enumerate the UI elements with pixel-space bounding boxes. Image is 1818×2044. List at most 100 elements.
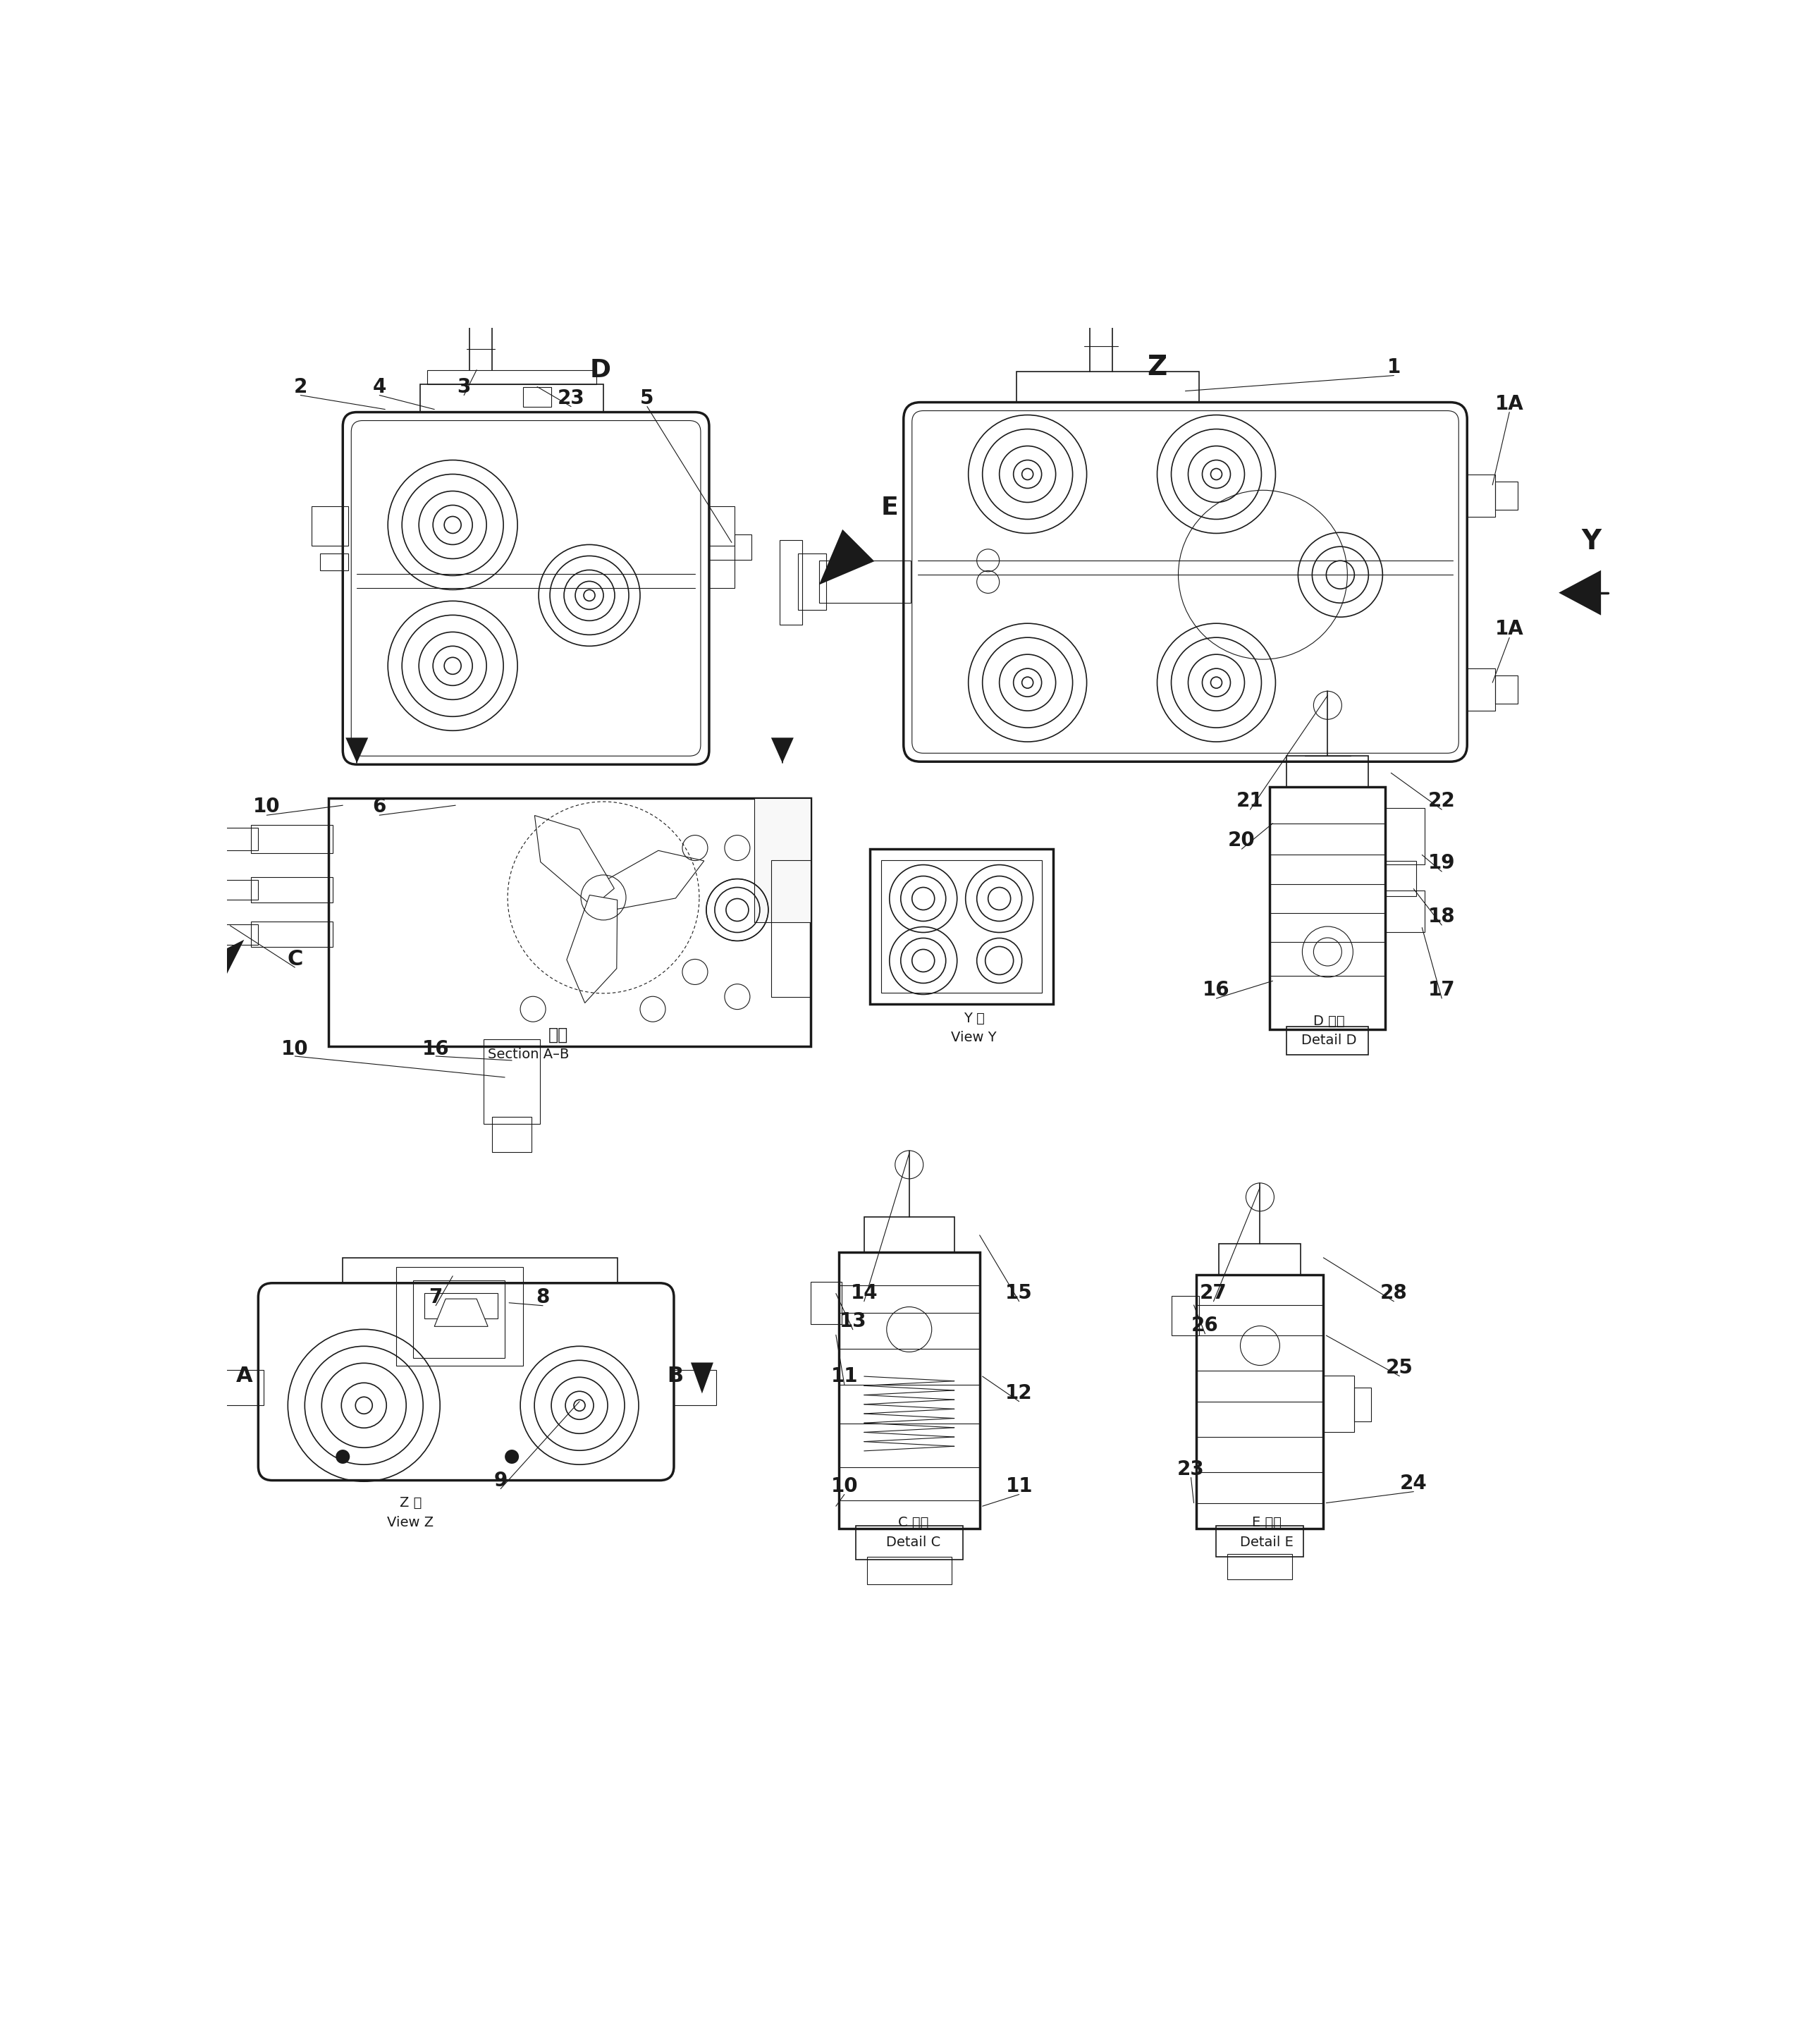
Bar — [1287, 756, 1369, 787]
Text: Y 視: Y 視 — [964, 1012, 985, 1024]
Bar — [1324, 1376, 1354, 1433]
Bar — [780, 540, 802, 625]
Bar — [1196, 1275, 1324, 1529]
Bar — [754, 799, 811, 922]
Bar — [1494, 482, 1518, 509]
Bar — [424, 1294, 498, 1318]
Bar — [209, 879, 258, 899]
Text: 14: 14 — [851, 1284, 878, 1302]
Text: 1A: 1A — [1494, 619, 1523, 640]
Bar — [313, 507, 349, 546]
Bar — [209, 828, 258, 850]
Text: E 詳細: E 詳細 — [1253, 1517, 1282, 1529]
Bar — [882, 861, 1042, 993]
Bar — [771, 861, 811, 997]
Bar — [838, 1253, 980, 1529]
Bar — [1269, 787, 1385, 1030]
Polygon shape — [1558, 570, 1602, 615]
Bar — [251, 824, 333, 852]
Bar — [1287, 1026, 1369, 1055]
Text: B: B — [667, 1365, 684, 1386]
Text: View Z: View Z — [387, 1517, 435, 1529]
Text: 断面: 断面 — [549, 1026, 569, 1044]
Bar — [1227, 1553, 1293, 1580]
Polygon shape — [345, 738, 367, 762]
Text: 1A: 1A — [1494, 394, 1523, 413]
Text: 9: 9 — [494, 1470, 507, 1490]
Bar — [493, 1116, 531, 1153]
Polygon shape — [771, 738, 794, 762]
Text: D 詳細: D 詳細 — [1313, 1014, 1345, 1028]
Text: 23: 23 — [1178, 1459, 1205, 1480]
Text: A: A — [236, 1365, 253, 1386]
Text: Detail E: Detail E — [1240, 1535, 1294, 1549]
Circle shape — [336, 1449, 349, 1464]
Bar — [818, 560, 911, 603]
Bar — [413, 1280, 505, 1357]
Text: 15: 15 — [1005, 1284, 1033, 1302]
Text: 24: 24 — [1400, 1474, 1427, 1492]
Text: 6: 6 — [373, 797, 385, 818]
Text: 21: 21 — [1236, 791, 1264, 811]
Bar — [1494, 677, 1518, 703]
Polygon shape — [598, 850, 704, 912]
Text: 13: 13 — [840, 1312, 867, 1331]
Text: 10: 10 — [253, 797, 280, 818]
Polygon shape — [1078, 251, 1124, 296]
Text: Section A–B: Section A–B — [487, 1049, 569, 1061]
Text: Detail D: Detail D — [1302, 1034, 1356, 1047]
Bar — [811, 1282, 842, 1325]
Text: 5: 5 — [640, 388, 654, 409]
Text: 16: 16 — [422, 1038, 449, 1059]
Polygon shape — [567, 895, 618, 1004]
Bar — [709, 507, 734, 546]
Text: 26: 26 — [1191, 1316, 1218, 1335]
Text: Y: Y — [1582, 529, 1602, 556]
Bar — [1016, 372, 1200, 403]
Text: 1: 1 — [1387, 358, 1400, 376]
Text: E: E — [880, 497, 898, 519]
Bar — [734, 536, 751, 560]
Text: 19: 19 — [1429, 852, 1456, 873]
Text: 17: 17 — [1429, 979, 1456, 1000]
Bar — [869, 848, 1053, 1004]
Polygon shape — [534, 816, 614, 908]
Bar — [396, 1267, 524, 1365]
Polygon shape — [818, 529, 874, 585]
Text: 11: 11 — [1005, 1476, 1033, 1496]
Bar — [867, 1555, 951, 1584]
Text: 10: 10 — [831, 1476, 858, 1496]
Bar — [329, 799, 811, 1047]
Bar — [1467, 668, 1494, 711]
Polygon shape — [691, 1363, 713, 1394]
Polygon shape — [435, 1298, 487, 1327]
Text: 16: 16 — [1204, 979, 1231, 1000]
Bar — [209, 924, 258, 944]
Bar — [1385, 807, 1425, 865]
Circle shape — [505, 1449, 518, 1464]
Text: Z 視: Z 視 — [400, 1496, 422, 1511]
Bar — [1385, 861, 1416, 895]
Bar — [251, 922, 333, 946]
Text: 28: 28 — [1380, 1284, 1407, 1302]
Text: 12: 12 — [1005, 1384, 1033, 1402]
Bar — [1467, 474, 1494, 517]
Text: 11: 11 — [831, 1365, 858, 1386]
Bar — [251, 877, 333, 903]
Bar — [798, 554, 825, 611]
Text: 4: 4 — [373, 376, 385, 397]
Text: C: C — [287, 948, 304, 969]
Text: 20: 20 — [1227, 830, 1256, 850]
Polygon shape — [487, 194, 531, 235]
Polygon shape — [1087, 217, 1114, 241]
Bar — [674, 1369, 716, 1406]
Text: C 詳細: C 詳細 — [898, 1517, 929, 1529]
Text: 10: 10 — [282, 1038, 309, 1059]
Text: 27: 27 — [1200, 1284, 1227, 1302]
Bar — [420, 384, 604, 413]
Text: 25: 25 — [1385, 1357, 1413, 1378]
Polygon shape — [467, 217, 494, 243]
Bar — [1216, 1525, 1304, 1555]
Polygon shape — [191, 1363, 213, 1394]
Text: Detail C: Detail C — [885, 1535, 940, 1549]
